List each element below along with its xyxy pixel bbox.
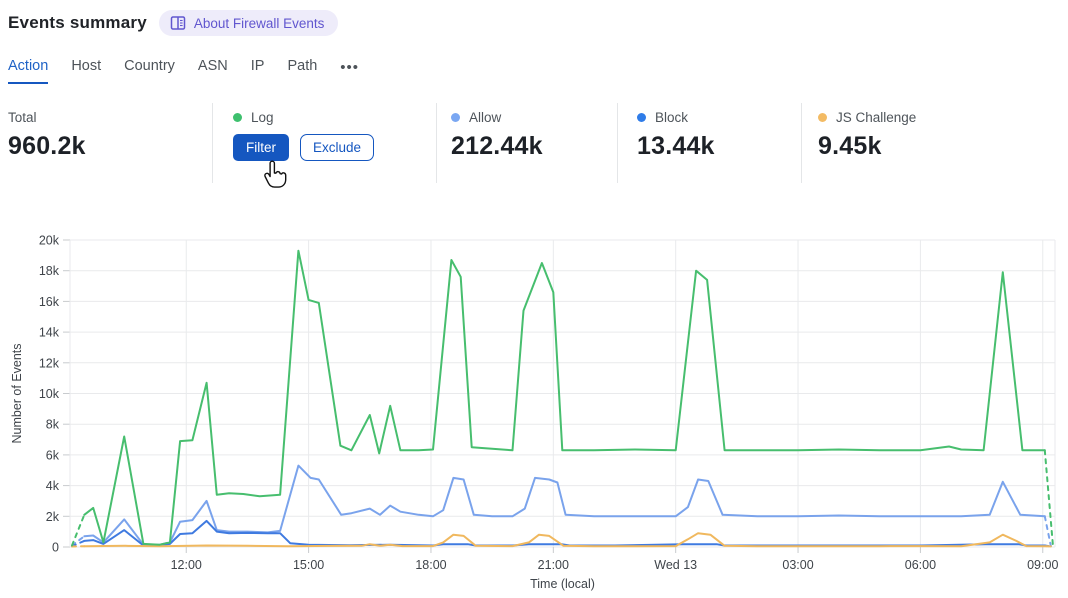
svg-text:4k: 4k	[46, 479, 60, 493]
svg-text:Number of Events: Number of Events	[10, 343, 24, 443]
allow-legend-dot	[451, 113, 460, 122]
svg-text:8k: 8k	[46, 418, 60, 432]
tab-country[interactable]: Country	[124, 58, 175, 84]
stat-js-challenge: JS Challenge 9.45k	[801, 103, 1068, 183]
exclude-button[interactable]: Exclude	[300, 134, 375, 161]
svg-text:12:00: 12:00	[171, 558, 202, 572]
svg-text:Wed 13: Wed 13	[654, 558, 697, 572]
svg-text:21:00: 21:00	[538, 558, 569, 572]
page-title: Events summary	[8, 13, 147, 32]
svg-text:16k: 16k	[39, 295, 60, 309]
svg-text:06:00: 06:00	[905, 558, 936, 572]
filter-button[interactable]: Filter	[233, 134, 289, 161]
svg-text:14k: 14k	[39, 326, 60, 340]
more-tabs-button[interactable]: •••	[340, 59, 359, 84]
stat-block-value: 13.44k	[637, 132, 715, 160]
svg-text:Time (local): Time (local)	[530, 577, 595, 591]
svg-text:09:00: 09:00	[1027, 558, 1058, 572]
stat-block-label: Block	[655, 110, 689, 125]
stat-js-challenge-label: JS Challenge	[836, 110, 917, 125]
stat-allow-value: 212.44k	[451, 132, 543, 160]
dimension-tabs: Action Host Country ASN IP Path •••	[8, 58, 359, 84]
stat-allow-label: Allow	[469, 110, 502, 125]
js-challenge-legend-dot	[818, 113, 827, 122]
tab-host[interactable]: Host	[71, 58, 101, 84]
svg-text:6k: 6k	[46, 448, 60, 462]
svg-text:03:00: 03:00	[782, 558, 813, 572]
svg-text:18:00: 18:00	[415, 558, 446, 572]
svg-text:2k: 2k	[46, 510, 60, 524]
stat-js-challenge-value: 9.45k	[818, 132, 882, 160]
svg-text:20k: 20k	[39, 234, 60, 248]
events-time-series-chart[interactable]: 0 2k 4k 6k 8k 10k 12k 14k 16k 18k 20k 12:00 15:00 18:…	[0, 225, 1068, 598]
tab-path[interactable]: Path	[287, 58, 317, 84]
svg-text:12k: 12k	[39, 356, 60, 370]
stat-allow: Allow 212.44k	[436, 103, 617, 183]
stat-block: Block 13.44k	[617, 103, 801, 183]
svg-text:15:00: 15:00	[293, 558, 324, 572]
stats-row: Total 960.2k Log Filter Exclude Allow 21…	[0, 103, 1068, 183]
stat-total: Total 960.2k	[0, 103, 212, 183]
about-firewall-events-badge[interactable]: About Firewall Events	[158, 10, 339, 36]
svg-text:0: 0	[52, 541, 59, 555]
tab-action[interactable]: Action	[8, 58, 49, 84]
stat-total-label: Total	[8, 110, 37, 125]
block-legend-dot	[637, 113, 646, 122]
stat-total-value: 960.2k	[8, 132, 86, 160]
about-badge-label: About Firewall Events	[193, 15, 325, 31]
line-chart-svg: 0 2k 4k 6k 8k 10k 12k 14k 16k 18k 20k 12:00 15:00 18:…	[10, 234, 1058, 592]
tab-asn[interactable]: ASN	[198, 58, 228, 84]
stat-log: Log Filter Exclude	[212, 103, 436, 183]
svg-text:18k: 18k	[39, 264, 60, 278]
svg-text:10k: 10k	[39, 387, 60, 401]
book-icon	[170, 16, 186, 30]
tab-ip[interactable]: IP	[251, 58, 265, 84]
log-legend-dot	[233, 113, 242, 122]
stat-log-label: Log	[251, 110, 274, 125]
